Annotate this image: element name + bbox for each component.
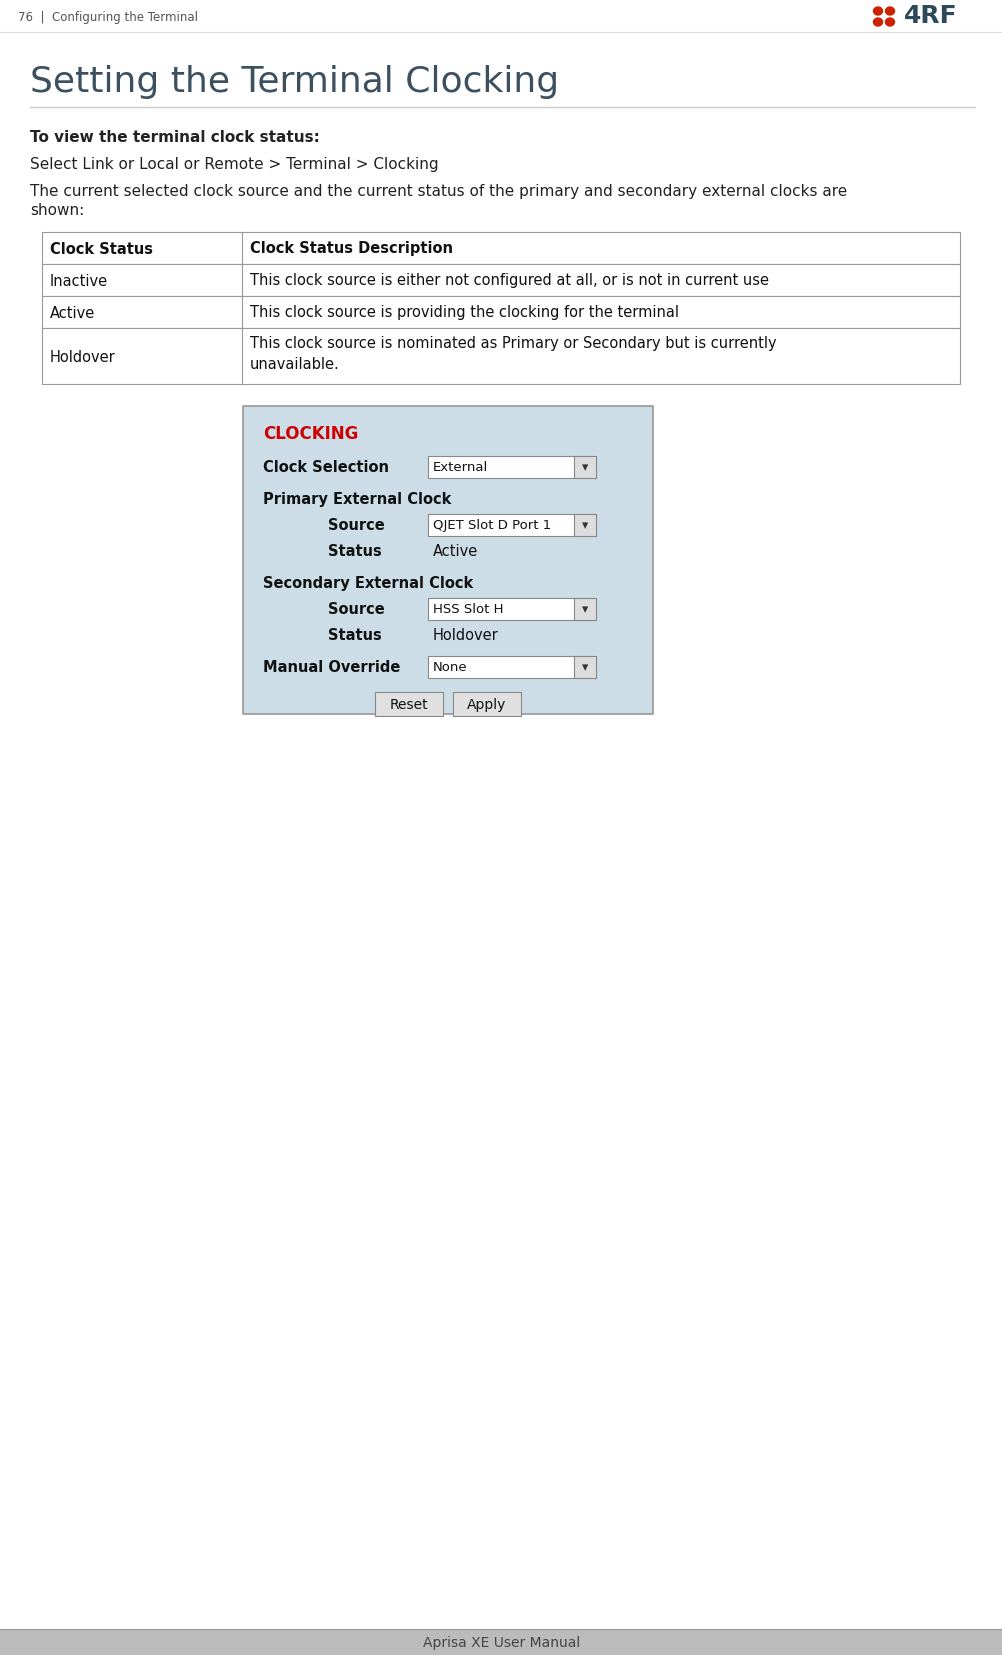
Text: Status: Status xyxy=(328,629,382,644)
Text: Clock Status: Clock Status xyxy=(50,242,153,257)
Text: QJET Slot D Port 1: QJET Slot D Port 1 xyxy=(433,520,551,533)
Bar xyxy=(42,329,959,384)
Text: Active: Active xyxy=(50,305,95,321)
Text: CLOCKING: CLOCKING xyxy=(263,425,358,444)
Text: Inactive: Inactive xyxy=(50,273,108,288)
Text: Active: Active xyxy=(433,544,478,559)
Text: Status: Status xyxy=(328,544,382,559)
Bar xyxy=(573,599,595,621)
Text: This clock source is either not configured at all, or is not in current use: This clock source is either not configur… xyxy=(249,273,769,288)
Text: Primary External Clock: Primary External Clock xyxy=(263,492,451,506)
Bar xyxy=(453,692,520,717)
Text: Aprisa XE User Manual: Aprisa XE User Manual xyxy=(423,1635,579,1648)
Text: HSS Slot H: HSS Slot H xyxy=(433,602,503,616)
Text: Manual Override: Manual Override xyxy=(263,660,400,675)
Bar xyxy=(573,657,595,679)
Text: ▾: ▾ xyxy=(581,462,587,475)
Text: ▾: ▾ xyxy=(581,602,587,616)
Bar xyxy=(242,407,652,715)
Bar xyxy=(375,692,443,717)
Text: Holdover: Holdover xyxy=(50,349,115,364)
Text: Apply: Apply xyxy=(467,697,506,712)
Text: The current selected clock source and the current status of the primary and seco: The current selected clock source and th… xyxy=(30,184,847,199)
Text: Clock Selection: Clock Selection xyxy=(263,460,389,475)
Text: To view the terminal clock status:: To view the terminal clock status: xyxy=(30,131,320,146)
Text: Secondary External Clock: Secondary External Clock xyxy=(263,576,473,591)
Text: This clock source is nominated as Primary or Secondary but is currently: This clock source is nominated as Primar… xyxy=(249,336,776,351)
Text: Reset: Reset xyxy=(390,697,428,712)
Text: Holdover: Holdover xyxy=(433,629,498,644)
Text: 76  |  Configuring the Terminal: 76 | Configuring the Terminal xyxy=(18,12,197,25)
Text: Source: Source xyxy=(328,518,385,533)
Ellipse shape xyxy=(873,18,882,26)
Bar xyxy=(42,265,959,296)
Text: unavailable.: unavailable. xyxy=(249,357,340,372)
Text: shown:: shown: xyxy=(30,204,84,218)
Bar xyxy=(428,599,595,621)
Text: ▾: ▾ xyxy=(581,520,587,533)
Bar xyxy=(573,515,595,536)
Bar xyxy=(42,296,959,329)
Bar xyxy=(573,457,595,478)
Text: Source: Source xyxy=(328,602,385,617)
Ellipse shape xyxy=(885,18,894,26)
Text: 4RF: 4RF xyxy=(903,3,957,28)
Bar xyxy=(42,233,959,265)
Text: None: None xyxy=(433,660,467,674)
Text: This clock source is providing the clocking for the terminal: This clock source is providing the clock… xyxy=(249,305,678,321)
Ellipse shape xyxy=(885,8,894,17)
Bar xyxy=(428,457,595,478)
Text: Clock Status Description: Clock Status Description xyxy=(249,242,453,257)
Bar xyxy=(428,657,595,679)
Text: External: External xyxy=(433,462,488,475)
Text: Select Link or Local or Remote > Terminal > Clocking: Select Link or Local or Remote > Termina… xyxy=(30,157,438,172)
Bar xyxy=(0,1629,1002,1655)
Text: ▾: ▾ xyxy=(581,660,587,674)
Bar xyxy=(428,515,595,536)
Ellipse shape xyxy=(873,8,882,17)
Text: Setting the Terminal Clocking: Setting the Terminal Clocking xyxy=(30,65,558,99)
